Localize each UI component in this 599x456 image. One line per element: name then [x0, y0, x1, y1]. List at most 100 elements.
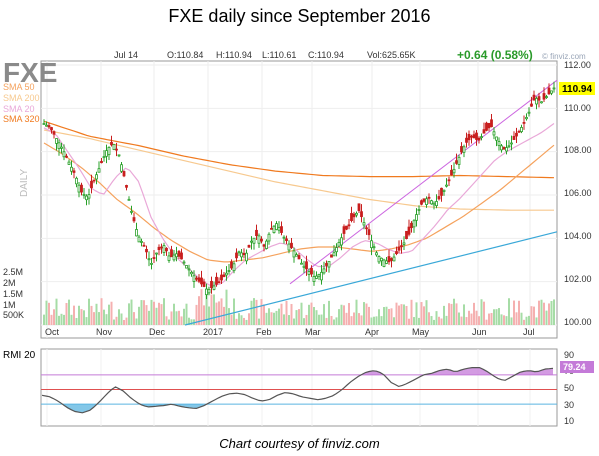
candle-body [445, 184, 448, 187]
volume-bar [443, 305, 445, 325]
volume-bar [283, 314, 285, 325]
candle-body [42, 123, 46, 125]
volume-bar [123, 319, 125, 325]
candle-body [187, 268, 191, 271]
volume-bar [508, 298, 510, 325]
candle-body [527, 111, 531, 114]
legend-sma-20: SMA 20 [3, 104, 35, 114]
volume-bar [60, 313, 63, 325]
volume-bar [103, 309, 105, 325]
volume-bar [293, 318, 295, 325]
volume-bar [105, 314, 108, 325]
volume-bar [320, 314, 323, 325]
volume-bar [403, 304, 405, 325]
volume-tick-label: 1.5M [3, 289, 23, 299]
candle-body [382, 259, 386, 267]
volume-tick-label: 500K [3, 310, 24, 320]
candle-body [102, 156, 106, 159]
volume-bar [433, 319, 435, 325]
volume-bar [95, 303, 98, 325]
candle-body [442, 189, 446, 192]
volume-bar [323, 304, 325, 325]
candle-body [547, 87, 551, 95]
candle-body [277, 226, 281, 231]
volume-bar [425, 300, 428, 325]
volume-bar [100, 298, 103, 325]
candle-body [427, 196, 431, 199]
volume-bar [548, 303, 550, 325]
candle-body [437, 196, 441, 200]
volume-bar [528, 315, 530, 325]
candle-body [402, 242, 406, 245]
last-price-value: 110.94 [562, 84, 592, 95]
volume-bar [50, 314, 53, 325]
volume-bar [513, 300, 515, 325]
rmi-tick-label: 10 [564, 416, 574, 426]
volume-bar [93, 312, 95, 325]
candle-body [152, 257, 156, 259]
candle-body [310, 268, 313, 275]
candle-body [512, 135, 516, 140]
volume-bar [373, 316, 375, 325]
volume-bar [355, 299, 358, 325]
candle-body [472, 134, 476, 139]
volume-bar [328, 300, 330, 325]
volume-bar [238, 313, 240, 325]
candle-body [192, 275, 196, 282]
rmi-panel [40, 348, 558, 427]
candle-body [270, 227, 273, 230]
candle-body [325, 263, 328, 266]
volume-bar [108, 304, 110, 325]
volume-bar [200, 289, 203, 325]
volume-bar [140, 300, 143, 325]
volume-bar [535, 317, 538, 325]
candle-body [332, 252, 336, 257]
volume-bar [400, 304, 403, 325]
rmi-indicator [41, 367, 557, 414]
candle-body [340, 237, 343, 246]
candle-body [522, 122, 526, 124]
candle-body [520, 127, 523, 133]
volume-bar [365, 303, 368, 325]
volume-bar [498, 308, 500, 325]
candle-body [177, 250, 181, 257]
volume-bar [230, 314, 233, 325]
candle-body [500, 145, 503, 151]
candle-body [317, 274, 321, 277]
volume-bar [115, 316, 118, 325]
volume-bar [278, 308, 280, 325]
volume-bar [298, 309, 300, 325]
volume-bar [175, 311, 178, 325]
chart-credit: Chart courtesy of finviz.com [219, 436, 380, 451]
volume-bar [58, 315, 60, 325]
candle-body [292, 250, 296, 258]
volume-bar [318, 314, 320, 325]
volume-bar [378, 309, 380, 325]
low-value: L:110.61 [262, 50, 296, 60]
volume-bar [150, 299, 153, 325]
candle-body [190, 271, 193, 275]
volume-bar [405, 305, 408, 325]
volume-bar [463, 304, 465, 325]
volume-bar [523, 319, 525, 325]
volume-bar [518, 300, 520, 325]
rmi-value: 79.24 [563, 362, 586, 372]
finviz-watermark: © finviz.com [542, 52, 586, 61]
candle-body [140, 241, 143, 243]
volume-bar [203, 305, 205, 325]
volume-bar [65, 302, 68, 325]
support-trendline [184, 231, 558, 326]
volume-bar [490, 313, 493, 325]
volume-bar [385, 306, 388, 325]
y-tick-label: 104.00 [564, 231, 592, 241]
volume-bar [343, 305, 345, 325]
volume-bar [120, 313, 123, 325]
volume-bar [133, 312, 135, 325]
volume-bar [440, 318, 443, 325]
candle-body [62, 151, 66, 158]
volume-bar [370, 317, 373, 325]
candle-body [147, 258, 151, 261]
volume-bar [358, 313, 360, 325]
rmi-overbought-fill [424, 367, 491, 375]
candle-body [170, 249, 173, 258]
